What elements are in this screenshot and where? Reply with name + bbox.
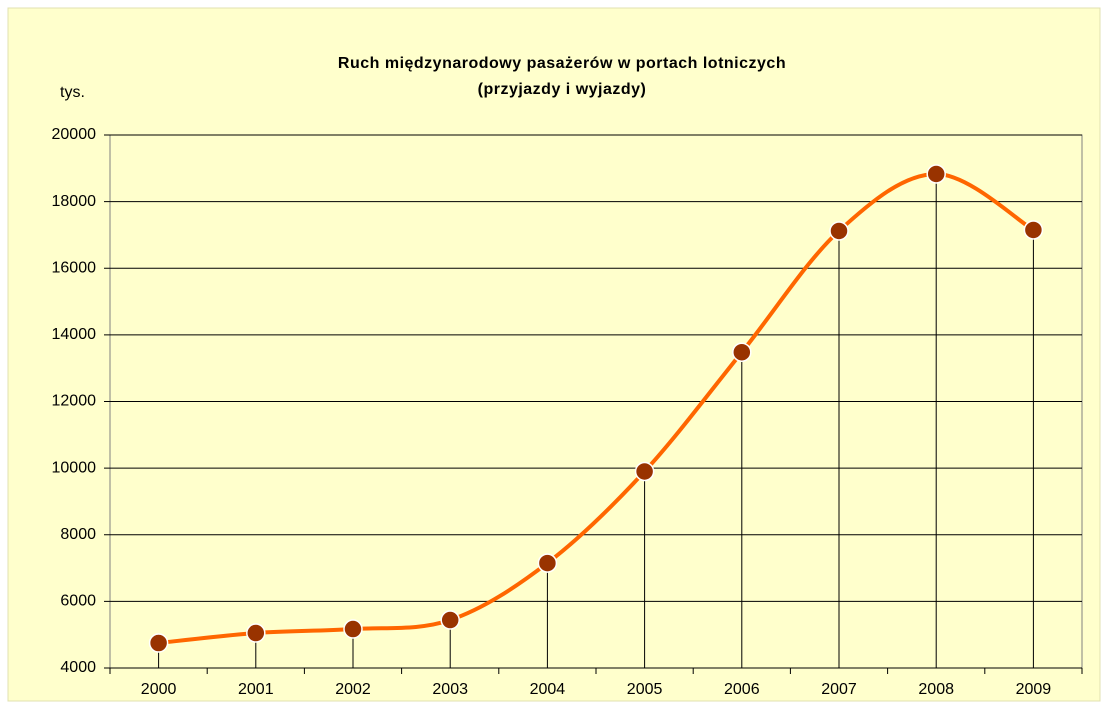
y-tick-label: 14000 <box>52 326 97 343</box>
x-tick-label: 2003 <box>432 681 468 698</box>
marker <box>1023 220 1044 240</box>
marker <box>148 633 169 653</box>
x-tick-label: 2000 <box>141 681 177 698</box>
series-line <box>158 171 1035 646</box>
y-tick-label: 8000 <box>60 526 96 543</box>
marker <box>634 461 655 482</box>
x-tick-label: 2008 <box>918 681 954 698</box>
y-tick-label: 6000 <box>60 593 96 610</box>
y-tick-label: 20000 <box>52 126 97 143</box>
marker <box>926 164 946 184</box>
x-tick-label: 2006 <box>724 681 760 698</box>
x-tick-label: 2007 <box>821 681 857 698</box>
marker <box>246 623 266 643</box>
x-tick-label: 2004 <box>530 681 566 698</box>
chart-title: Ruch międzynarodowy pasażerów w portach … <box>338 55 786 72</box>
x-tick-label: 2009 <box>1016 681 1052 698</box>
chart-subtitle: (przyjazdy i wyjazdy) <box>478 81 647 98</box>
y-tick-label: 18000 <box>52 193 97 210</box>
marker <box>440 610 460 630</box>
y-tick-label: 4000 <box>60 659 96 676</box>
y-tick-label: 16000 <box>52 259 97 276</box>
marker <box>732 342 752 362</box>
y-axis-label: tys. <box>60 84 85 101</box>
x-tick-label: 2001 <box>238 681 274 698</box>
x-tick-label: 2005 <box>627 681 663 698</box>
y-tick-label: 12000 <box>52 393 97 410</box>
marker <box>343 619 363 639</box>
marker <box>829 221 849 241</box>
marker <box>537 553 558 573</box>
y-tick-label: 10000 <box>52 459 97 476</box>
x-tick-label: 2002 <box>335 681 371 698</box>
